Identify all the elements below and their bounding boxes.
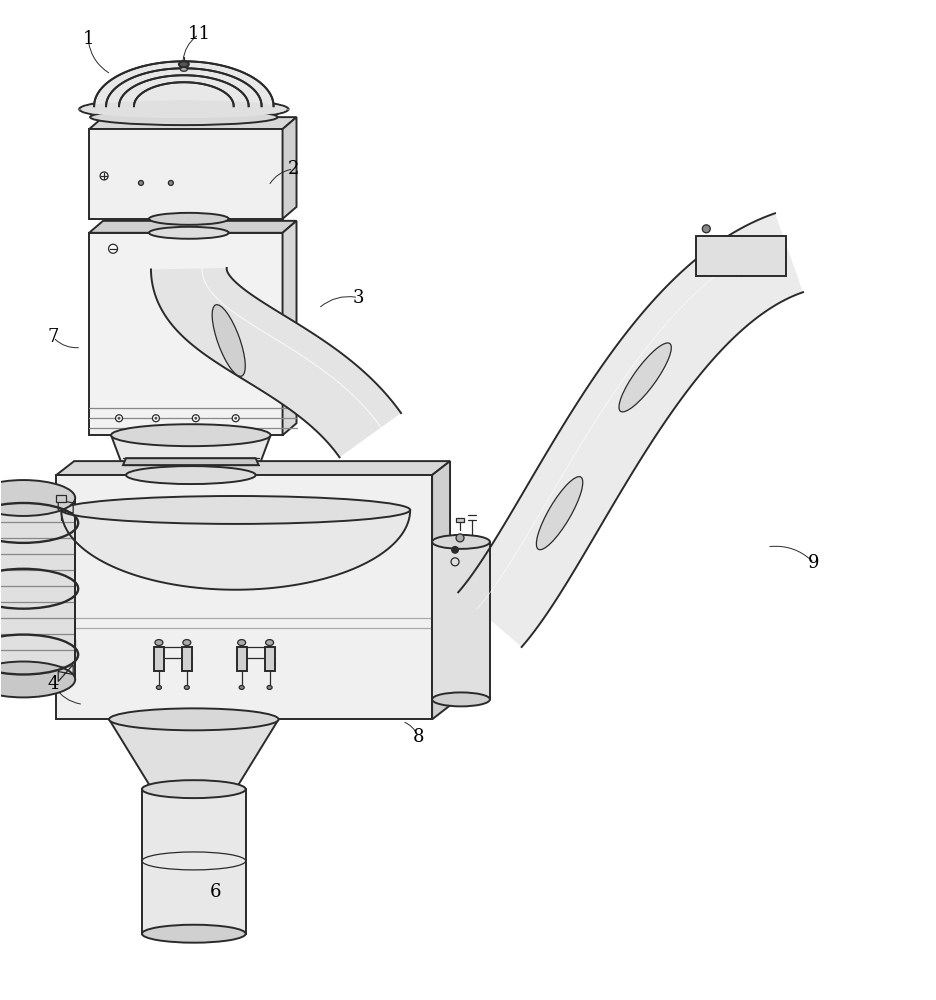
Polygon shape: [123, 458, 258, 465]
Circle shape: [450, 546, 459, 554]
Polygon shape: [237, 647, 246, 671]
Ellipse shape: [156, 685, 161, 689]
Polygon shape: [431, 542, 490, 699]
Ellipse shape: [142, 780, 245, 798]
Ellipse shape: [183, 640, 191, 646]
Polygon shape: [142, 789, 245, 934]
Polygon shape: [0, 498, 75, 679]
Ellipse shape: [234, 417, 237, 420]
Ellipse shape: [431, 535, 490, 549]
Text: 9: 9: [808, 554, 819, 572]
Ellipse shape: [100, 172, 108, 180]
Ellipse shape: [149, 213, 228, 225]
Ellipse shape: [180, 67, 187, 71]
Ellipse shape: [239, 685, 244, 689]
Ellipse shape: [125, 466, 256, 484]
Ellipse shape: [81, 100, 286, 118]
Polygon shape: [89, 129, 283, 219]
Polygon shape: [56, 475, 431, 719]
Ellipse shape: [90, 109, 277, 125]
Polygon shape: [56, 495, 66, 502]
Ellipse shape: [111, 424, 271, 446]
Polygon shape: [56, 510, 75, 538]
Polygon shape: [111, 435, 271, 475]
Ellipse shape: [152, 782, 236, 796]
Polygon shape: [94, 61, 273, 106]
Ellipse shape: [184, 685, 189, 689]
Ellipse shape: [212, 305, 245, 376]
Polygon shape: [89, 221, 296, 233]
Ellipse shape: [0, 480, 75, 516]
Text: 6: 6: [210, 883, 221, 901]
Polygon shape: [264, 647, 274, 671]
Polygon shape: [89, 233, 283, 435]
Ellipse shape: [431, 692, 490, 706]
Polygon shape: [695, 236, 785, 276]
Ellipse shape: [535, 477, 582, 550]
Polygon shape: [458, 213, 802, 647]
Ellipse shape: [265, 640, 273, 646]
Polygon shape: [61, 510, 410, 590]
Ellipse shape: [139, 180, 143, 185]
Polygon shape: [89, 117, 296, 129]
Text: 3: 3: [352, 289, 364, 307]
Ellipse shape: [117, 417, 121, 420]
Ellipse shape: [179, 61, 189, 67]
Polygon shape: [154, 647, 164, 671]
Polygon shape: [56, 640, 75, 679]
Ellipse shape: [194, 417, 197, 420]
Polygon shape: [182, 647, 192, 671]
Text: 4: 4: [48, 675, 59, 693]
Ellipse shape: [61, 496, 410, 524]
Ellipse shape: [154, 417, 157, 420]
Ellipse shape: [456, 534, 463, 542]
Polygon shape: [456, 518, 463, 522]
Polygon shape: [149, 219, 228, 233]
Ellipse shape: [109, 708, 278, 730]
Ellipse shape: [232, 415, 239, 422]
Ellipse shape: [168, 180, 173, 185]
Text: 11: 11: [187, 25, 210, 43]
Text: 7: 7: [48, 328, 59, 346]
Text: 1: 1: [82, 30, 94, 48]
Polygon shape: [56, 461, 449, 475]
Ellipse shape: [154, 640, 163, 646]
Ellipse shape: [192, 415, 199, 422]
Text: 8: 8: [412, 728, 423, 746]
Ellipse shape: [0, 662, 75, 697]
Ellipse shape: [149, 227, 228, 239]
Polygon shape: [283, 117, 296, 219]
Polygon shape: [283, 221, 296, 435]
Polygon shape: [151, 268, 401, 457]
Ellipse shape: [79, 98, 288, 120]
Ellipse shape: [153, 415, 159, 422]
Polygon shape: [109, 719, 278, 789]
Ellipse shape: [115, 415, 123, 422]
Ellipse shape: [238, 640, 245, 646]
Ellipse shape: [702, 225, 709, 233]
Ellipse shape: [619, 343, 670, 412]
Text: 2: 2: [287, 160, 299, 178]
Ellipse shape: [267, 685, 271, 689]
Ellipse shape: [142, 925, 245, 943]
Polygon shape: [431, 461, 449, 719]
Ellipse shape: [109, 244, 117, 253]
